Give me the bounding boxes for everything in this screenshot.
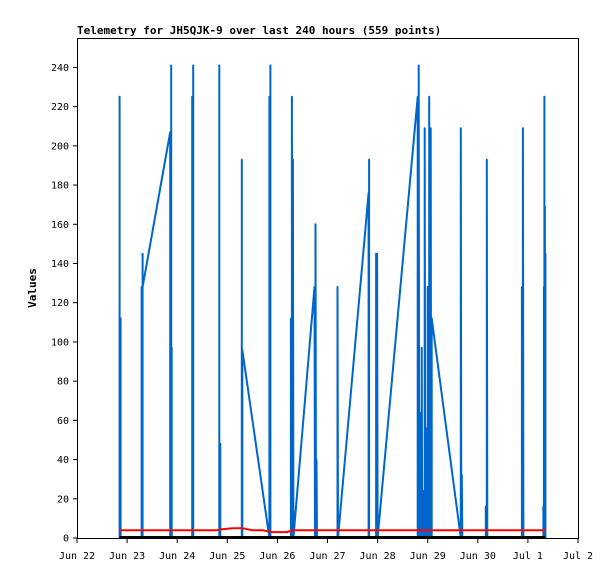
x-tick-label-10: Jul 2 [563,551,593,562]
plot-frame [77,38,579,539]
x-tick-label-2: Jun 24 [159,551,195,562]
y-tick-label-5: 100 [51,337,69,348]
y-tick-label-12: 240 [51,63,69,74]
y-tick-label-8: 160 [51,220,69,231]
x-tick-label-6: Jun 28 [360,551,396,562]
x-tick-label-8: Jun 30 [460,551,496,562]
y-tick-label-7: 140 [51,259,69,270]
x-tick-label-4: Jun 26 [259,551,295,562]
y-tick-label-4: 80 [57,377,69,388]
x-tick-label-0: Jun 22 [59,551,95,562]
y-axis-label: Values [26,268,39,308]
y-tick-label-0: 0 [63,534,69,545]
chart-title: Telemetry for JH5QJK-9 over last 240 hou… [77,24,441,37]
y-tick-label-9: 180 [51,181,69,192]
y-tick-label-2: 40 [57,455,69,466]
y-tick-label-6: 120 [51,298,69,309]
y-tick-label-11: 220 [51,102,69,113]
x-tick-label-9: Jul 1 [513,551,543,562]
x-tick-label-5: Jun 27 [309,551,345,562]
x-tick-label-1: Jun 23 [109,551,145,562]
x-tick-label-7: Jun 29 [410,551,446,562]
x-tick-label-3: Jun 25 [209,551,245,562]
y-tick-label-1: 20 [57,494,69,505]
y-tick-label-3: 60 [57,416,69,427]
axis-layer: 0 20 40 60 80 100 120 140 160 180 200 220 240 Jun 22 J… [51,63,593,562]
series-line-1 [119,527,546,534]
y-tick-label-10: 200 [51,141,69,152]
